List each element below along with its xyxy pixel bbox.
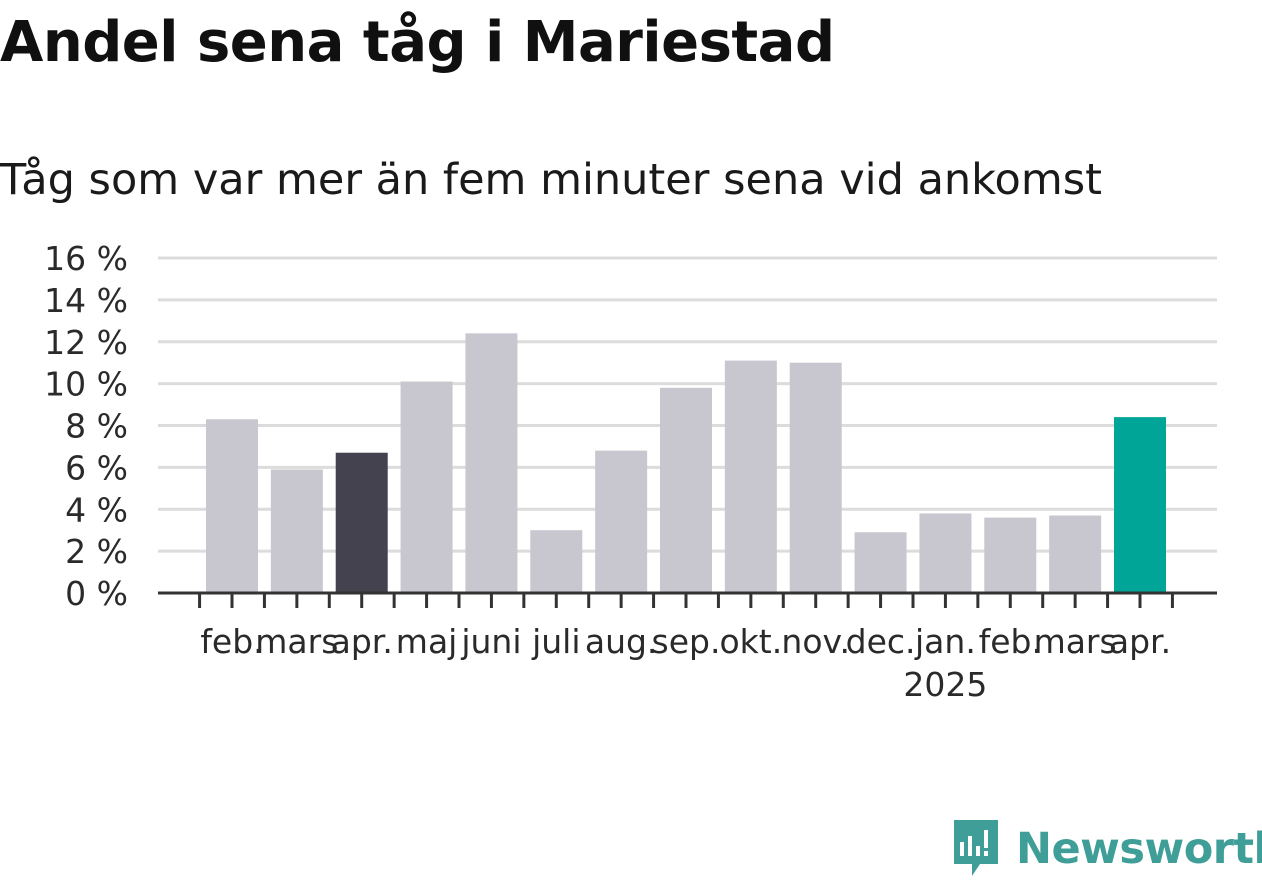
brand-name: Newsworthy bbox=[1016, 824, 1262, 874]
bar bbox=[1114, 417, 1166, 593]
chart-title: Andel sena tåg i Mariestad bbox=[0, 10, 835, 75]
bar bbox=[789, 362, 842, 593]
y-tick-label: 12 % bbox=[44, 323, 128, 362]
x-tick-label: jan. bbox=[914, 622, 976, 661]
bar bbox=[919, 513, 972, 593]
x-tick-label: apr. bbox=[1109, 622, 1171, 661]
x-tick-label: nov. bbox=[781, 622, 850, 661]
y-tick-label: 10 % bbox=[44, 365, 128, 404]
x-year-label: 2025 bbox=[903, 665, 987, 704]
x-tick-label: apr. bbox=[331, 622, 393, 661]
x-tick-label: maj bbox=[396, 622, 458, 661]
x-tick-label: dec. bbox=[846, 622, 916, 661]
x-tick-label: aug. bbox=[585, 622, 658, 661]
newsworthy-logo: Newsworthy bbox=[950, 818, 1262, 880]
y-tick-label: 6 % bbox=[65, 448, 128, 487]
bar bbox=[724, 360, 777, 593]
y-tick-label: 2 % bbox=[65, 532, 128, 571]
x-tick-label: juni bbox=[460, 622, 521, 661]
bar bbox=[335, 452, 388, 593]
bar bbox=[270, 469, 323, 593]
y-tick-label: 14 % bbox=[44, 281, 128, 320]
bar bbox=[660, 387, 712, 593]
x-tick-label: mars bbox=[1034, 622, 1117, 661]
bar bbox=[206, 419, 258, 593]
x-tick-label: feb. bbox=[200, 622, 263, 661]
chart-subtitle: Tåg som var mer än fem minuter sena vid … bbox=[0, 155, 1103, 205]
y-tick-label: 0 % bbox=[65, 574, 128, 613]
bar bbox=[400, 381, 453, 593]
x-tick-label: okt. bbox=[719, 622, 782, 661]
x-tick-label: juli bbox=[531, 622, 580, 661]
newsworthy-logo-icon bbox=[954, 820, 998, 876]
bar bbox=[595, 450, 648, 593]
bar bbox=[854, 532, 907, 593]
x-tick-label: mars bbox=[255, 622, 338, 661]
bar bbox=[984, 517, 1037, 593]
x-tick-label: sep. bbox=[652, 622, 721, 661]
y-tick-label: 4 % bbox=[65, 490, 128, 529]
x-tick-label: feb. bbox=[979, 622, 1042, 661]
y-tick-label: 8 % bbox=[65, 407, 128, 446]
y-tick-label: 16 % bbox=[44, 239, 128, 278]
bar bbox=[465, 333, 518, 593]
bar bbox=[530, 530, 583, 593]
bar bbox=[1049, 515, 1102, 593]
